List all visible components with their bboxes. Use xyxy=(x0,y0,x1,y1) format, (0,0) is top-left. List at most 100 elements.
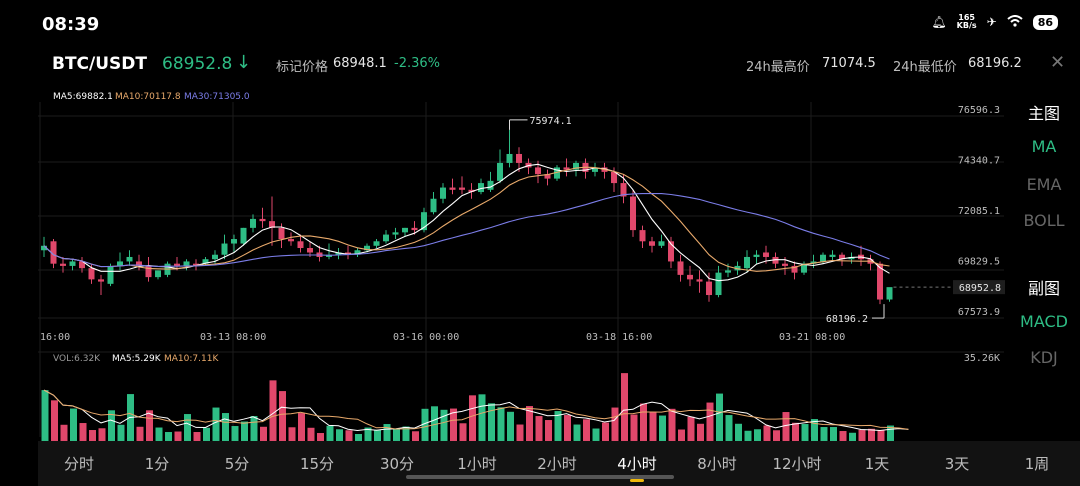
volume-bar xyxy=(146,410,153,441)
candle-body xyxy=(725,270,731,273)
volume-bar xyxy=(469,395,476,441)
candle-body xyxy=(820,254,826,262)
volume-bar xyxy=(364,427,372,441)
ticker-header: BTC/USDT 68952.8 ↓ 标记价格 68948.1 -2.36% 2… xyxy=(0,46,1080,82)
volume-bar xyxy=(241,421,248,441)
candle-body xyxy=(345,252,351,255)
current-price-label: 68952.8 xyxy=(959,283,1001,294)
volume-bar xyxy=(155,427,163,441)
volume-bar xyxy=(117,424,125,441)
ma10-line xyxy=(43,166,890,272)
indicator-ma[interactable]: MA xyxy=(1031,137,1057,156)
candle-body xyxy=(630,196,636,231)
volume-bar xyxy=(573,424,581,441)
volume-bar xyxy=(858,429,866,441)
candle-body xyxy=(563,167,570,170)
indicator-boll[interactable]: BOLL xyxy=(1023,211,1065,230)
candle-body xyxy=(126,256,133,262)
volume-bar xyxy=(830,427,837,441)
indicator-ema[interactable]: EMA xyxy=(1026,175,1062,194)
tab-4h[interactable]: 4小时 xyxy=(617,455,657,473)
close-icon[interactable]: ✕ xyxy=(1050,52,1066,73)
volume-bar xyxy=(754,429,761,441)
price-change: -2.36% xyxy=(394,56,440,71)
tab-1h[interactable]: 1小时 xyxy=(457,455,497,473)
home-indicator[interactable] xyxy=(406,475,674,479)
volume-bar xyxy=(374,429,381,441)
volume-bar xyxy=(355,434,362,441)
tab-15m[interactable]: 15分 xyxy=(299,455,335,473)
volume-bar xyxy=(611,407,619,441)
volume-ma10-line xyxy=(43,389,909,430)
candle-body xyxy=(155,270,161,278)
y-tick-label: 74340.7 xyxy=(958,156,1000,167)
volume-bar xyxy=(706,402,714,441)
volume-bar xyxy=(51,400,58,441)
ma5-legend: MA5:69882.1 xyxy=(53,92,113,102)
high-label: 24h最高价 xyxy=(746,60,810,75)
candle-body xyxy=(193,263,199,266)
volume-bar xyxy=(402,426,410,441)
tab-3d[interactable]: 3天 xyxy=(944,455,970,473)
x-tick-label: 03-21 08:00 xyxy=(779,332,845,343)
volume-bar xyxy=(108,410,115,441)
tab-5m[interactable]: 5分 xyxy=(224,455,250,473)
volume-bar xyxy=(868,428,875,441)
tab-8h[interactable]: 8小时 xyxy=(697,455,737,473)
volume-bar xyxy=(602,422,609,441)
last-price: 68952.8 xyxy=(162,54,233,74)
volume-bar xyxy=(744,430,752,441)
tab-1d[interactable]: 1天 xyxy=(864,455,890,473)
tab-timeshare[interactable]: 分时 xyxy=(63,455,94,473)
candle-body xyxy=(392,232,399,235)
candle-body xyxy=(839,254,845,260)
candle-body xyxy=(212,254,218,260)
volume-bar xyxy=(801,424,809,441)
volume-bar xyxy=(687,416,695,441)
candle-body xyxy=(41,245,47,251)
candle-body xyxy=(240,227,247,244)
tab-30m[interactable]: 30分 xyxy=(379,455,415,473)
status-icons: 🔔︎ 165 KB/s ✈ 86 xyxy=(931,14,1058,30)
candle-body xyxy=(117,261,123,266)
candle-body xyxy=(202,259,209,264)
low-label: 24h最低价 xyxy=(893,60,957,75)
tab-1w[interactable]: 1周 xyxy=(1024,455,1050,473)
candle-body xyxy=(801,263,807,273)
volume-bar xyxy=(583,419,590,441)
volume-bar xyxy=(260,426,267,441)
candle-body xyxy=(886,287,893,300)
volume-bar xyxy=(887,425,894,441)
volume-bar xyxy=(393,429,400,441)
candle-body xyxy=(829,254,836,257)
trading-pair[interactable]: BTC/USDT xyxy=(52,54,147,74)
tab-1m[interactable]: 1分 xyxy=(144,455,170,473)
volume-bar xyxy=(849,432,856,441)
tab-12h[interactable]: 12小时 xyxy=(772,455,822,473)
x-tick-label: 16:00 xyxy=(40,332,70,343)
candle-body xyxy=(449,187,456,190)
candle-body xyxy=(706,281,712,296)
volume-bar xyxy=(288,427,296,441)
tab-2h[interactable]: 2小时 xyxy=(537,455,577,473)
candle-body xyxy=(478,183,484,193)
volume-bar xyxy=(231,426,239,441)
candle-body xyxy=(611,171,617,184)
volume-bar xyxy=(336,429,343,441)
volume-bar xyxy=(592,428,600,441)
volume-bar xyxy=(516,424,524,441)
candle-body xyxy=(136,261,142,266)
indicator-kdj[interactable]: KDJ xyxy=(1030,348,1058,367)
current-price-tag xyxy=(953,280,1005,295)
airplane-icon: ✈ xyxy=(986,15,997,29)
low-value: 68196.2 xyxy=(968,56,1022,71)
indicator-macd[interactable]: MACD xyxy=(1020,312,1068,331)
network-speed: 165 KB/s xyxy=(956,13,977,30)
volume-bar xyxy=(535,416,543,441)
candle-body xyxy=(620,183,627,197)
candle-body xyxy=(668,241,674,262)
candlestick-chart[interactable]: MA5:69882.1 MA10:70117.8 MA30:71305.0 VO… xyxy=(0,82,1010,442)
battery-icon: 86 xyxy=(1032,14,1058,30)
interval-tabs: 分时 1分 5分 15分 30分 1小时 2小时 4小时 8小时 12小时 1天… xyxy=(38,441,1080,486)
y-tick-label: 72085.1 xyxy=(958,206,1000,217)
